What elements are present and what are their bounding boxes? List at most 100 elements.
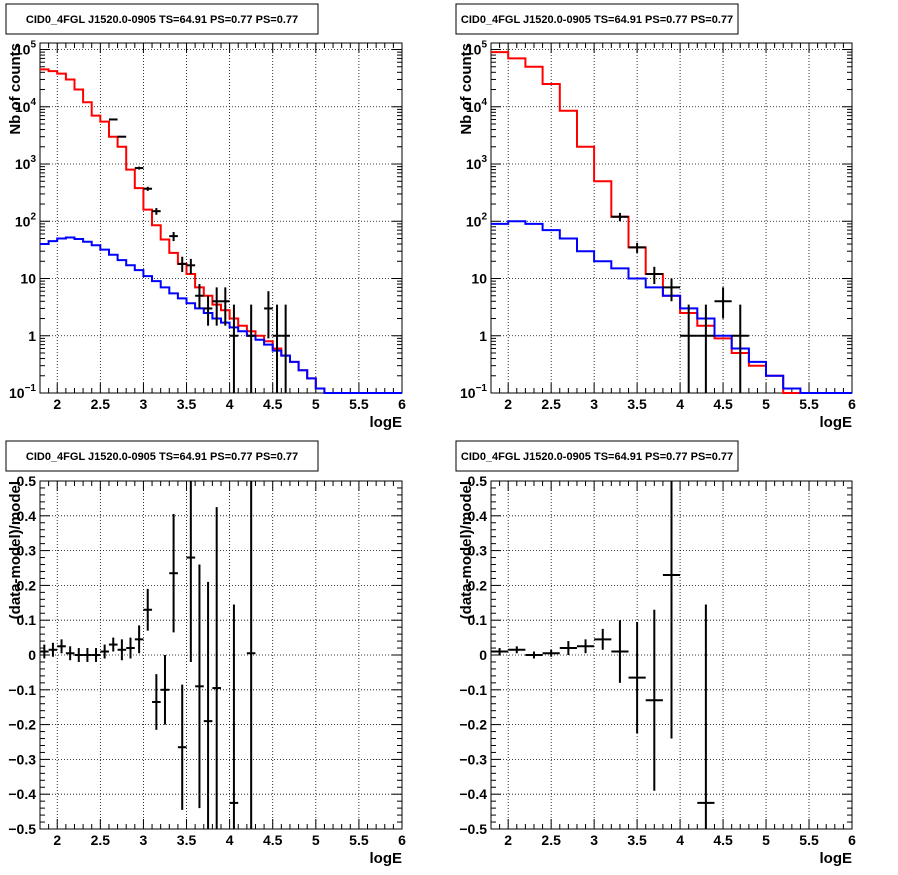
y-tick-label: 0.3 <box>17 543 37 559</box>
y-tick-label: 0.5 <box>468 473 488 489</box>
data-point <box>74 648 84 662</box>
y-axis-title: (data-model)/model <box>458 481 475 619</box>
data-point <box>40 644 49 659</box>
plot-frame <box>39 42 403 394</box>
data-point <box>697 304 715 393</box>
data-point <box>272 304 282 393</box>
data-point <box>731 304 749 393</box>
data-point <box>83 648 92 662</box>
y-tick-label: −0.1 <box>459 682 487 698</box>
data-point <box>264 291 273 339</box>
y-axis-title: Nb of counts <box>458 43 475 135</box>
y-tick-label: −0.5 <box>8 821 36 837</box>
y-tick-label: −0.3 <box>8 751 36 767</box>
y-tick-label: 103 <box>15 154 37 172</box>
data-point <box>281 304 290 393</box>
data-point <box>117 135 127 138</box>
x-tick-label: 5.5 <box>799 832 819 848</box>
y-tick-label: 104 <box>15 97 37 115</box>
y-tick-label: −0.5 <box>459 821 487 837</box>
x-tick-label: 3 <box>590 832 598 848</box>
data-point <box>611 212 629 222</box>
y-tick-label: −0.3 <box>459 751 487 767</box>
x-tick-label: 5 <box>762 832 770 848</box>
x-tick-label: 6 <box>398 832 406 848</box>
data-point <box>212 507 221 829</box>
x-tick-label: 4 <box>676 396 684 412</box>
data-point <box>697 604 715 829</box>
data-point <box>169 514 178 633</box>
data-point <box>126 637 135 659</box>
x-tick-label: 3 <box>590 396 598 412</box>
panel-title: CID0_4FGL J1520.0-0905 TS=64.91 PS=0.77 … <box>26 14 298 26</box>
title-box <box>455 440 739 472</box>
y-tick-label: 0.1 <box>17 612 37 628</box>
y-axis-title: Nb of counts <box>7 43 24 135</box>
y-tick-label: 0.4 <box>468 508 488 524</box>
panel-bottom-left: 2 2.5 3 3.5 4 4.5 5 5.5 6 −0.5 −0.4 −0.3 −0.2 −0.1 0 0.… <box>5 440 406 867</box>
data-point <box>645 609 663 791</box>
x-axis-title: logE <box>370 850 403 867</box>
data-point <box>134 625 144 654</box>
data-point <box>134 166 144 170</box>
y-tick-label: 10−1 <box>9 383 36 401</box>
data-point <box>169 231 178 242</box>
y-tick-label: 0.3 <box>468 543 488 559</box>
y-tick-label: 0.5 <box>17 473 37 489</box>
data-point <box>611 620 629 683</box>
x-tick-label: 4 <box>226 832 234 848</box>
y-tick-label: 0 <box>28 647 36 663</box>
y-tick-label: 10−1 <box>460 383 487 401</box>
x-tick-label: 2 <box>53 396 61 412</box>
data-point <box>542 649 560 657</box>
data-point <box>508 646 526 654</box>
title-box <box>455 3 739 35</box>
data-point <box>100 644 109 659</box>
x-tick-label: 3.5 <box>177 396 197 412</box>
data-point <box>195 564 204 809</box>
data-point <box>57 639 66 654</box>
data-point <box>246 304 256 393</box>
x-tick-label: 2.5 <box>91 396 111 412</box>
title-box <box>5 440 319 472</box>
title-box <box>5 3 319 35</box>
x-tick-label: 2 <box>504 832 512 848</box>
y-tick-label: 10 <box>20 271 36 287</box>
x-tick-label: 2 <box>504 396 512 412</box>
data-point <box>221 287 230 326</box>
x-axis-title: logE <box>820 414 853 431</box>
data-point <box>48 642 58 657</box>
x-tick-label: 6 <box>848 832 856 848</box>
data-point <box>714 287 732 319</box>
x-tick-label: 6 <box>398 396 406 412</box>
panel-title: CID0_4FGL J1520.0-0905 TS=64.91 PS=0.77 … <box>461 451 733 463</box>
data-point <box>91 648 101 662</box>
data-point <box>525 651 543 659</box>
panel-top-right: 2 2.5 3 3.5 4 4.5 5 5.5 6 10−1 1 10 102 103 104 105 CID0… <box>455 3 856 431</box>
y-tick-label: 1 <box>28 328 36 344</box>
y-tick-label: 0.4 <box>17 508 37 524</box>
data-point <box>680 304 698 393</box>
x-tick-label: 3.5 <box>627 832 647 848</box>
x-tick-label: 2 <box>53 832 61 848</box>
y-tick-label: 0 <box>479 647 487 663</box>
y-tick-label: −0.1 <box>8 682 36 698</box>
y-tick-label: −0.4 <box>8 786 36 802</box>
x-tick-label: 6 <box>848 396 856 412</box>
data-point <box>152 208 161 215</box>
x-tick-label: 4 <box>676 832 684 848</box>
x-axis-title: logE <box>820 850 853 867</box>
data-point <box>65 646 75 661</box>
y-tick-label: 105 <box>15 40 37 58</box>
y-axis-title: (data-model)/model <box>7 481 24 619</box>
x-tick-label: 2.5 <box>541 396 561 412</box>
series-step-line-1 <box>491 220 852 394</box>
panel-bottom-right: 2 2.5 3 3.5 4 4.5 5 5.5 6 −0.5 −0.4 −0.3 −0.2 −0.1 0 0.… <box>455 440 856 867</box>
x-tick-label: 2.5 <box>541 832 561 848</box>
y-tick-label: 102 <box>15 211 37 229</box>
data-point <box>186 481 196 662</box>
data-point <box>212 287 221 326</box>
y-tick-label: 104 <box>466 97 488 115</box>
y-tick-label: 10 <box>471 271 487 287</box>
